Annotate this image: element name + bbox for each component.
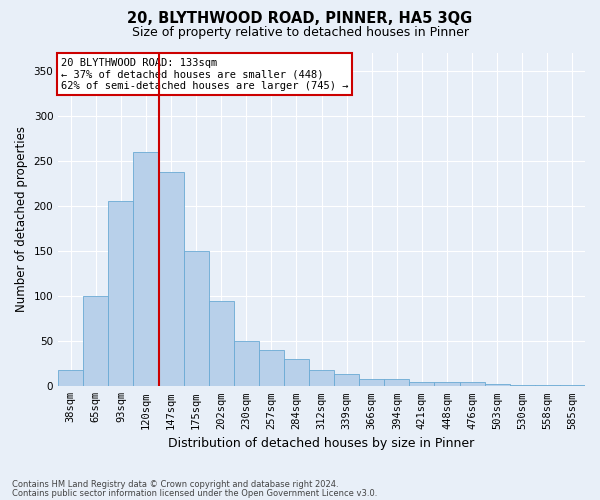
- Bar: [334, 374, 359, 386]
- Bar: [510, 384, 535, 386]
- Bar: [209, 300, 234, 386]
- Text: Contains public sector information licensed under the Open Government Licence v3: Contains public sector information licen…: [12, 488, 377, 498]
- Bar: [460, 382, 485, 386]
- Bar: [58, 370, 83, 386]
- Bar: [109, 202, 133, 386]
- Bar: [560, 384, 585, 386]
- Bar: [184, 251, 209, 386]
- Bar: [359, 379, 385, 386]
- Text: Contains HM Land Registry data © Crown copyright and database right 2024.: Contains HM Land Registry data © Crown c…: [12, 480, 338, 489]
- Bar: [409, 382, 434, 386]
- Text: 20 BLYTHWOOD ROAD: 133sqm
← 37% of detached houses are smaller (448)
62% of semi: 20 BLYTHWOOD ROAD: 133sqm ← 37% of detac…: [61, 58, 349, 90]
- Bar: [434, 382, 460, 386]
- Y-axis label: Number of detached properties: Number of detached properties: [15, 126, 28, 312]
- Bar: [284, 359, 309, 386]
- Bar: [259, 350, 284, 387]
- Bar: [133, 152, 158, 386]
- Bar: [83, 296, 109, 386]
- Bar: [485, 384, 510, 386]
- Bar: [385, 379, 409, 386]
- Bar: [234, 341, 259, 386]
- Text: 20, BLYTHWOOD ROAD, PINNER, HA5 3QG: 20, BLYTHWOOD ROAD, PINNER, HA5 3QG: [127, 11, 473, 26]
- Bar: [158, 172, 184, 386]
- Text: Size of property relative to detached houses in Pinner: Size of property relative to detached ho…: [131, 26, 469, 39]
- Bar: [309, 370, 334, 386]
- X-axis label: Distribution of detached houses by size in Pinner: Distribution of detached houses by size …: [169, 437, 475, 450]
